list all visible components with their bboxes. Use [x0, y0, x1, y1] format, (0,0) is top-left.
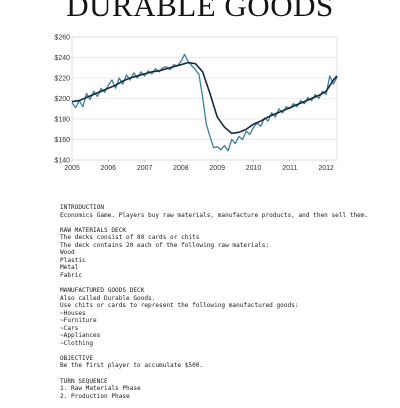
section-line: The decks consist of 80 cards or chits [60, 234, 200, 242]
section-line: ~Furniture [60, 317, 97, 325]
section-line: Fabric [60, 271, 83, 279]
x-tick-label: 2007 [137, 165, 153, 172]
section-heading: RAW MATERIALS DECK [60, 226, 127, 234]
section-heading: OBJECTIVE [60, 354, 94, 362]
x-tick-label: 2006 [101, 165, 117, 172]
x-tick-label: 2011 [282, 165, 297, 172]
document-title: DURABLE GOODS [66, 0, 334, 23]
y-tick-label: $180 [54, 117, 70, 124]
section-line: Be the first player to accumulate $500. [60, 362, 204, 370]
section-line: 1. Raw Materials Phase [60, 385, 141, 393]
series-line-2 [71, 61, 338, 135]
x-tick-label: 2005 [64, 165, 80, 172]
section-introduction: INTRODUCTION Economics Game. Players buy… [60, 204, 395, 219]
document-body: INTRODUCTION Economics Game. Players buy… [60, 204, 395, 408]
section-line: ~Cars [60, 324, 79, 332]
section-heading: TURN SEQUENCE [60, 377, 108, 385]
x-tick-label: 2009 [209, 165, 225, 172]
y-tick-label: $140 [54, 158, 70, 165]
section-line: Metal [60, 264, 79, 272]
y-tick-label: $240 [54, 55, 70, 62]
section-raw-materials-deck: RAW MATERIALS DECK The decks consist of … [60, 227, 395, 280]
y-tick-label: $200 [54, 96, 70, 103]
section-line: Plastic [60, 256, 86, 264]
section-line: The deck contains 20 each of the followi… [60, 241, 270, 249]
y-tick-label: $260 [54, 35, 70, 42]
x-tick-label: 2008 [173, 165, 189, 172]
section-turn-sequence: TURN SEQUENCE 1. Raw Materials Phase 2. … [60, 378, 395, 401]
series-line-1 [71, 53, 338, 152]
section-line: Economics Game. Players buy raw material… [60, 211, 369, 219]
section-heading: MANUFACTURED GOODS DECK [60, 287, 145, 295]
section-objective: OBJECTIVE Be the first player to accumul… [60, 355, 395, 370]
section-line: Wood [60, 249, 75, 257]
section-line: ~Houses [60, 309, 86, 317]
y-tick-label: $220 [54, 76, 70, 83]
section-line: Also called Durable Goods. [60, 294, 156, 302]
y-tick-label: $160 [54, 137, 70, 144]
section-line: ~Appliances [60, 332, 101, 340]
section-manufactured-goods-deck: MANUFACTURED GOODS DECK Also called Dura… [60, 287, 395, 347]
section-heading: INTRODUCTION [60, 204, 105, 211]
x-tick-label: 2010 [246, 165, 262, 172]
section-line: Use chits or cards to represent the foll… [60, 302, 299, 310]
x-tick-label: 2012 [318, 165, 334, 172]
section-line: 2. Production Phase [60, 392, 130, 400]
section-line: ~Clothing [60, 339, 94, 347]
